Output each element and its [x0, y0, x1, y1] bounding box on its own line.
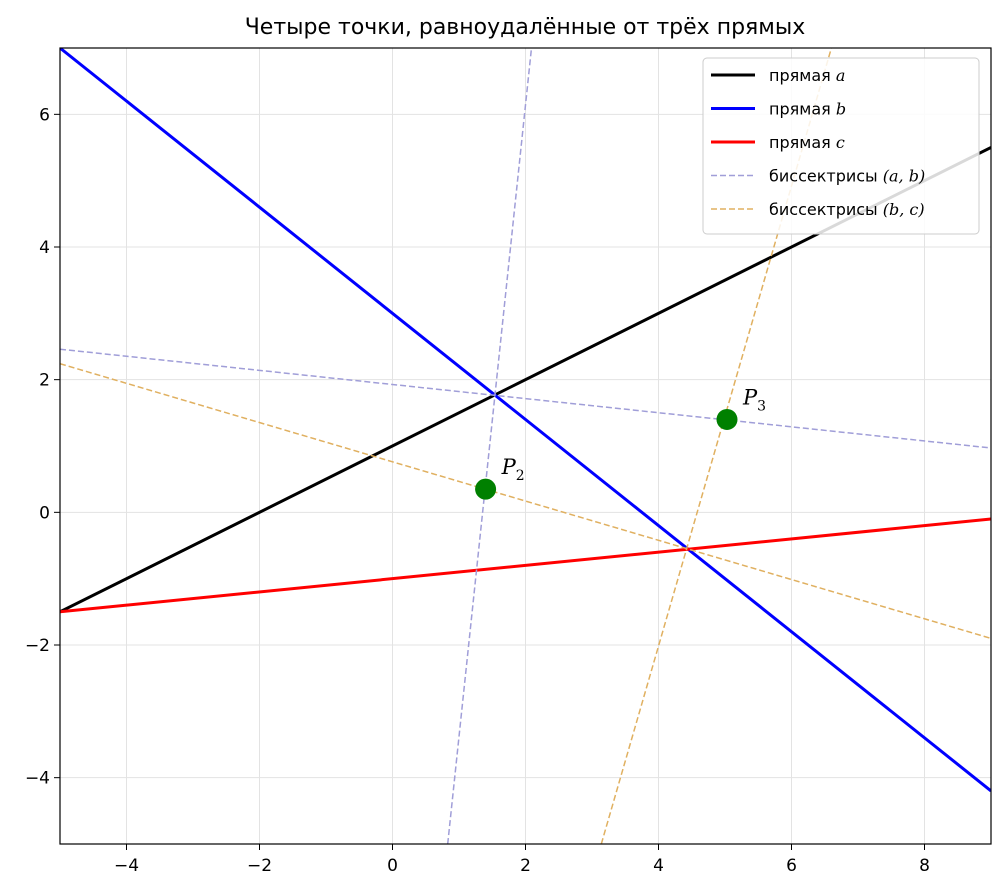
- points-layer: P2 P3: [475, 385, 766, 500]
- x-tick-label: −2: [247, 856, 272, 876]
- y-tick-label: 4: [39, 238, 50, 258]
- legend-label-3: биссектрисы (a, b): [769, 167, 925, 186]
- chart-title: Четыре точки, равноудалённые от трёх пря…: [245, 15, 806, 40]
- x-tick-label: 8: [919, 856, 930, 876]
- x-tick-label: −4: [114, 856, 139, 876]
- y-tick-label: −2: [25, 636, 50, 656]
- x-tick-label: 6: [786, 856, 797, 876]
- series-line-3-1: [446, 48, 533, 844]
- y-tick-label: −4: [25, 769, 50, 789]
- legend-label-2: прямая c: [769, 133, 845, 152]
- series-line-3-0: [60, 348, 991, 449]
- y-tick-label: 6: [39, 105, 50, 125]
- legend-box: [702, 57, 980, 235]
- y-tick-label: 2: [39, 371, 50, 391]
- legend: прямая a прямая b прямая c биссектрисы (a, …: [702, 57, 980, 235]
- legend-label-0: прямая a: [769, 66, 845, 85]
- point-marker-0: [475, 478, 497, 500]
- legend-label-1: прямая b: [769, 100, 846, 119]
- x-tick-label: 2: [520, 856, 531, 876]
- y-tick-label: 0: [39, 503, 50, 523]
- series-line-2-0: [60, 517, 991, 614]
- point-label-1: P3: [742, 385, 766, 414]
- series-line-1-0: [60, 48, 991, 793]
- point-label-0: P2: [501, 455, 525, 484]
- legend-label-4: биссектрисы (b, c): [769, 200, 925, 219]
- axes: −4 −2 0 2 4 6 8 −4 −2 0 2 4 6: [25, 105, 930, 876]
- point-marker-1: [716, 408, 738, 430]
- x-tick-label: 0: [387, 856, 398, 876]
- x-tick-label: 4: [653, 856, 664, 876]
- series-line-4-1: [600, 48, 833, 844]
